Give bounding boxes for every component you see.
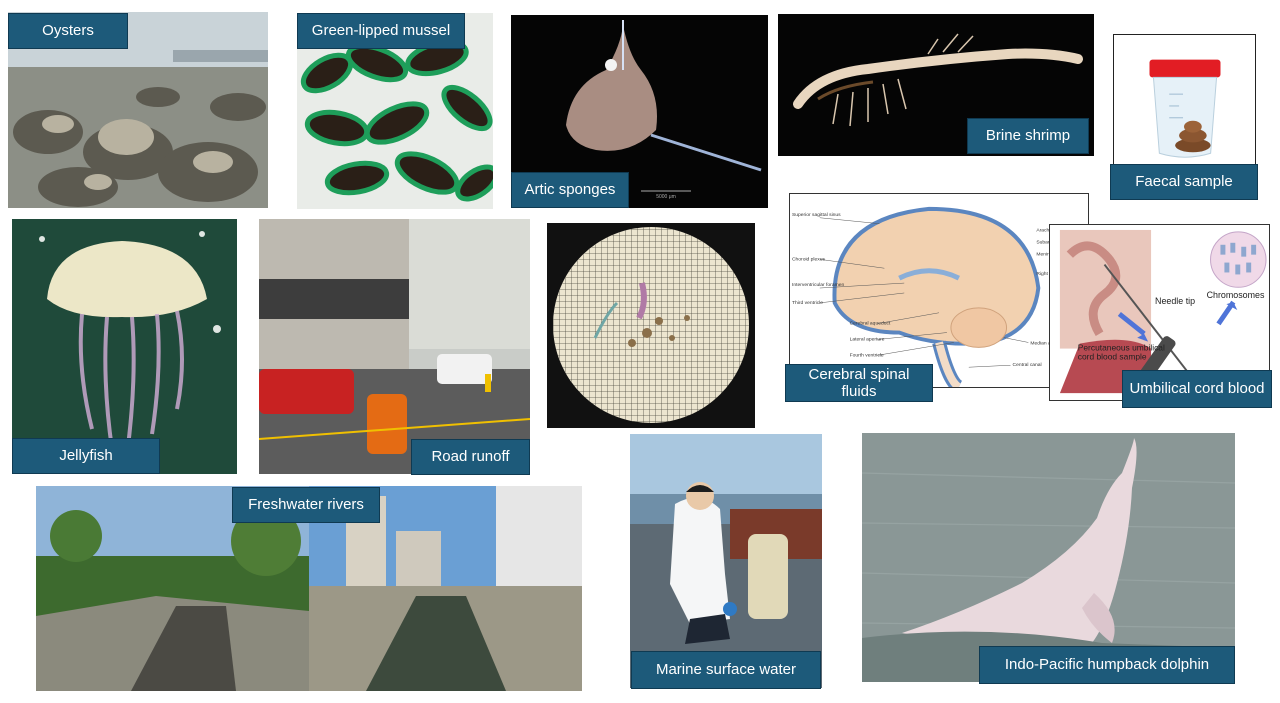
microplastic-filter-photo <box>547 223 755 428</box>
label-central-canal: Central canal <box>1013 362 1042 368</box>
cerebral-spinal-fluids-label: Cerebral spinal fluids <box>785 364 933 402</box>
label-meninges: Meninges <box>1036 251 1058 257</box>
oysters-label: Oysters <box>8 13 128 49</box>
faecal-sample-image <box>1113 34 1256 172</box>
brine-shrimp-label: Brine shrimp <box>967 118 1089 154</box>
green-lipped-mussel-label: Green-lipped mussel <box>297 13 465 49</box>
road-runoff-photo <box>259 219 530 474</box>
artic-sponges-label: Artic sponges <box>511 172 629 208</box>
oysters-photo <box>8 12 268 208</box>
faecal-sample-label: Faecal sample <box>1110 164 1258 200</box>
chromosomes-text: Chromosomes <box>1207 290 1265 300</box>
label-fourth-ventricle: Fourth ventricle <box>850 352 884 358</box>
humpback-dolphin-photo <box>862 433 1235 682</box>
road-runoff-label: Road runoff <box>411 439 530 475</box>
label-superior-sagittal-sinus: Superior sagittal sinus <box>792 212 841 218</box>
label-median-aperture: Median aperture <box>1030 340 1066 346</box>
cord-blood-caption: Percutaneous umbilical cord blood sample <box>1077 343 1165 362</box>
label-choroid-plexus: Choroid plexus <box>792 256 826 262</box>
needle-tip-text: Needle tip <box>1155 296 1195 306</box>
label-interventricular-foramen: Interventricular foramen <box>792 282 844 288</box>
humpback-dolphin-label: Indo-Pacific humpback dolphin <box>979 646 1235 684</box>
label-right: Right <box>1036 271 1048 277</box>
freshwater-rivers-label: Freshwater rivers <box>232 487 380 523</box>
label-lateral-aperture: Lateral aperture <box>850 336 885 342</box>
marine-surface-water-photo <box>630 434 822 688</box>
micro-scale-bar-text: 5000 μm <box>656 194 676 200</box>
umbilical-cord-blood-label: Umbilical cord blood <box>1122 370 1272 408</box>
label-third-ventricle: Third ventricle <box>792 300 823 306</box>
label-cerebral-aqueduct: Cerebral aqueduct <box>850 321 891 327</box>
jellyfish-label: Jellyfish <box>12 438 160 474</box>
label-arachnoid: Arachnoid <box>1036 228 1059 234</box>
jellyfish-photo <box>12 219 237 474</box>
marine-surface-water-label: Marine surface water <box>631 651 821 689</box>
brain-diagram: Superior sagittal sinus Choroid plexus I… <box>789 193 1089 388</box>
